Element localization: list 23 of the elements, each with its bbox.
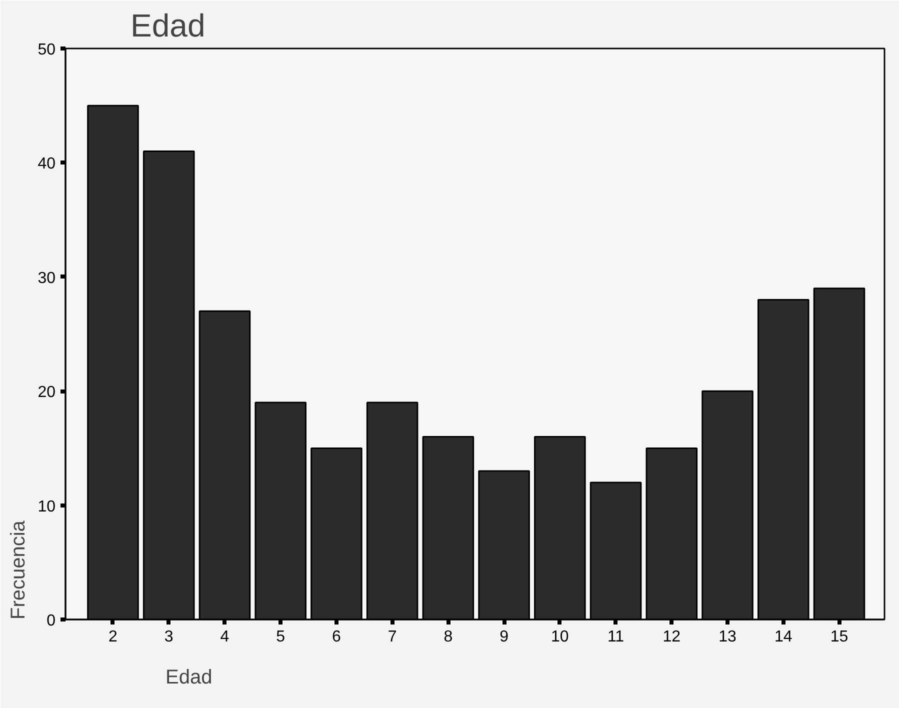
- x-tick-label: 15: [830, 628, 848, 646]
- x-tick-label: 2: [108, 628, 118, 646]
- x-tick-label: 13: [718, 628, 737, 646]
- x-tick-label: 14: [774, 628, 792, 646]
- y-tick-label: 20: [38, 384, 56, 402]
- x-tick-label: 12: [662, 628, 681, 646]
- x-tick-label: 7: [388, 628, 397, 646]
- x-tick-label: 4: [220, 628, 230, 646]
- x-tick-label: 10: [551, 628, 569, 646]
- x-tick-label: 8: [444, 628, 453, 646]
- y-axis-title: Frecuencia: [8, 520, 30, 620]
- x-tick-label: 9: [500, 628, 509, 646]
- x-tick-label: 11: [607, 628, 624, 646]
- y-tick-label: 10: [38, 498, 56, 516]
- x-tick-label: 5: [276, 628, 286, 646]
- y-tick-label: 40: [38, 156, 56, 173]
- y-tick-label: 0: [46, 612, 56, 630]
- y-tick-label: 30: [38, 270, 56, 287]
- x-axis-title: Edad: [166, 666, 212, 688]
- chart-title: Edad: [130, 8, 206, 44]
- x-tick-label: 6: [332, 628, 341, 646]
- x-tick-label: 3: [164, 628, 174, 646]
- y-tick-label: 50: [38, 42, 56, 58]
